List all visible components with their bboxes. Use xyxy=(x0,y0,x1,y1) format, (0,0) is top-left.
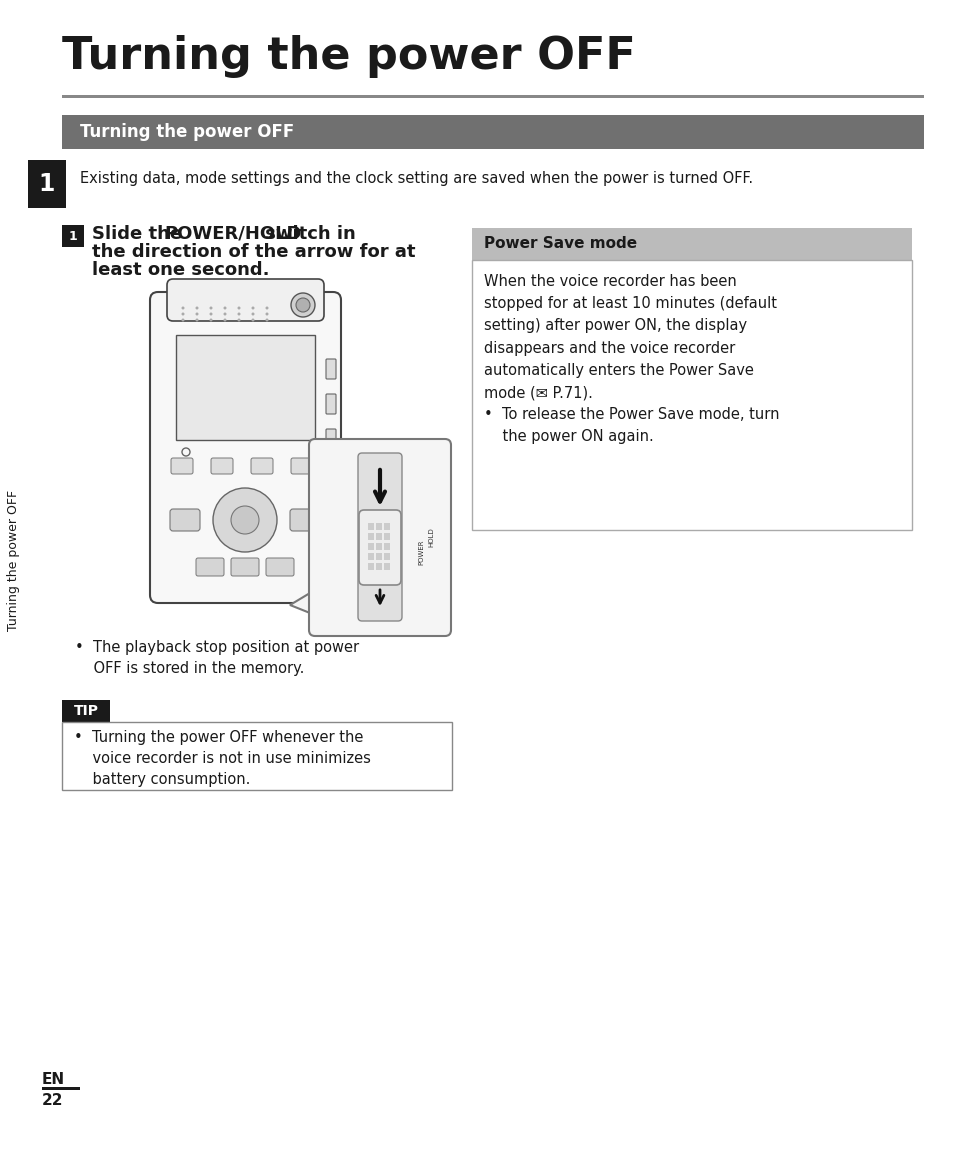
Circle shape xyxy=(237,307,240,309)
Bar xyxy=(368,543,374,550)
Circle shape xyxy=(265,318,268,322)
Bar xyxy=(28,160,66,208)
Circle shape xyxy=(195,307,198,309)
Text: Existing data, mode settings and the clock setting are saved when the power is t: Existing data, mode settings and the clo… xyxy=(80,170,752,185)
Circle shape xyxy=(265,313,268,315)
Bar xyxy=(375,523,381,530)
Bar xyxy=(62,115,923,149)
Circle shape xyxy=(231,506,258,534)
Circle shape xyxy=(195,313,198,315)
FancyBboxPatch shape xyxy=(326,359,335,379)
Circle shape xyxy=(181,313,184,315)
Bar xyxy=(368,554,374,560)
FancyBboxPatch shape xyxy=(290,510,319,532)
FancyBboxPatch shape xyxy=(150,292,340,603)
FancyBboxPatch shape xyxy=(358,510,400,585)
FancyBboxPatch shape xyxy=(167,279,324,321)
FancyBboxPatch shape xyxy=(309,439,451,636)
Text: 1: 1 xyxy=(39,173,55,196)
Circle shape xyxy=(213,488,276,552)
Bar xyxy=(62,225,84,247)
Circle shape xyxy=(210,313,213,315)
Bar xyxy=(384,543,390,550)
Bar xyxy=(62,721,452,790)
FancyBboxPatch shape xyxy=(171,459,193,474)
Bar xyxy=(0,0,28,1158)
Circle shape xyxy=(223,307,226,309)
FancyBboxPatch shape xyxy=(170,510,200,532)
FancyBboxPatch shape xyxy=(266,558,294,576)
FancyBboxPatch shape xyxy=(291,459,313,474)
Text: HOLD: HOLD xyxy=(428,527,434,547)
Text: Turning the power OFF: Turning the power OFF xyxy=(80,123,294,141)
Circle shape xyxy=(181,318,184,322)
Circle shape xyxy=(237,313,240,315)
Circle shape xyxy=(223,318,226,322)
Bar xyxy=(42,1087,80,1090)
Bar xyxy=(384,523,390,530)
Text: TIP: TIP xyxy=(73,704,98,718)
Text: EN: EN xyxy=(42,1072,65,1087)
Bar xyxy=(175,335,314,440)
Bar xyxy=(375,554,381,560)
Text: When the voice recorder has been
stopped for at least 10 minutes (default
settin: When the voice recorder has been stopped… xyxy=(483,274,779,445)
Bar xyxy=(375,533,381,540)
Text: Turning the power OFF: Turning the power OFF xyxy=(8,490,20,631)
Bar xyxy=(384,533,390,540)
Circle shape xyxy=(252,307,254,309)
FancyBboxPatch shape xyxy=(251,459,273,474)
FancyBboxPatch shape xyxy=(195,558,224,576)
Text: •  The playback stop position at power
    OFF is stored in the memory.: • The playback stop position at power OF… xyxy=(75,640,358,676)
FancyBboxPatch shape xyxy=(326,428,335,449)
Circle shape xyxy=(252,318,254,322)
FancyBboxPatch shape xyxy=(357,453,401,621)
Circle shape xyxy=(291,293,314,317)
Bar xyxy=(472,228,911,261)
FancyBboxPatch shape xyxy=(211,459,233,474)
Text: POWER/HOLD: POWER/HOLD xyxy=(164,225,301,243)
Circle shape xyxy=(181,307,184,309)
Circle shape xyxy=(252,313,254,315)
Bar xyxy=(62,95,923,98)
Circle shape xyxy=(210,318,213,322)
Bar xyxy=(384,563,390,570)
FancyBboxPatch shape xyxy=(231,558,258,576)
Bar xyxy=(62,699,110,721)
Circle shape xyxy=(223,313,226,315)
Text: least one second.: least one second. xyxy=(91,261,269,279)
Circle shape xyxy=(295,298,310,312)
Circle shape xyxy=(265,307,268,309)
Bar xyxy=(375,563,381,570)
Bar xyxy=(472,261,911,530)
Bar xyxy=(368,533,374,540)
Text: 1: 1 xyxy=(69,229,77,242)
Text: Slide the: Slide the xyxy=(91,225,188,243)
Text: Power Save mode: Power Save mode xyxy=(483,236,637,251)
Bar xyxy=(375,543,381,550)
Text: POWER: POWER xyxy=(417,540,423,565)
Bar xyxy=(368,523,374,530)
Text: the direction of the arrow for at: the direction of the arrow for at xyxy=(91,243,416,261)
Polygon shape xyxy=(290,589,314,615)
Text: 22: 22 xyxy=(42,1093,64,1108)
Circle shape xyxy=(195,318,198,322)
Circle shape xyxy=(210,307,213,309)
Bar xyxy=(384,554,390,560)
FancyBboxPatch shape xyxy=(326,464,335,484)
Text: •  Turning the power OFF whenever the
    voice recorder is not in use minimizes: • Turning the power OFF whenever the voi… xyxy=(74,730,371,787)
Circle shape xyxy=(237,318,240,322)
Text: Turning the power OFF: Turning the power OFF xyxy=(62,35,635,78)
FancyBboxPatch shape xyxy=(326,394,335,415)
Text: switch in: switch in xyxy=(258,225,355,243)
Bar xyxy=(175,335,314,440)
Bar xyxy=(368,563,374,570)
